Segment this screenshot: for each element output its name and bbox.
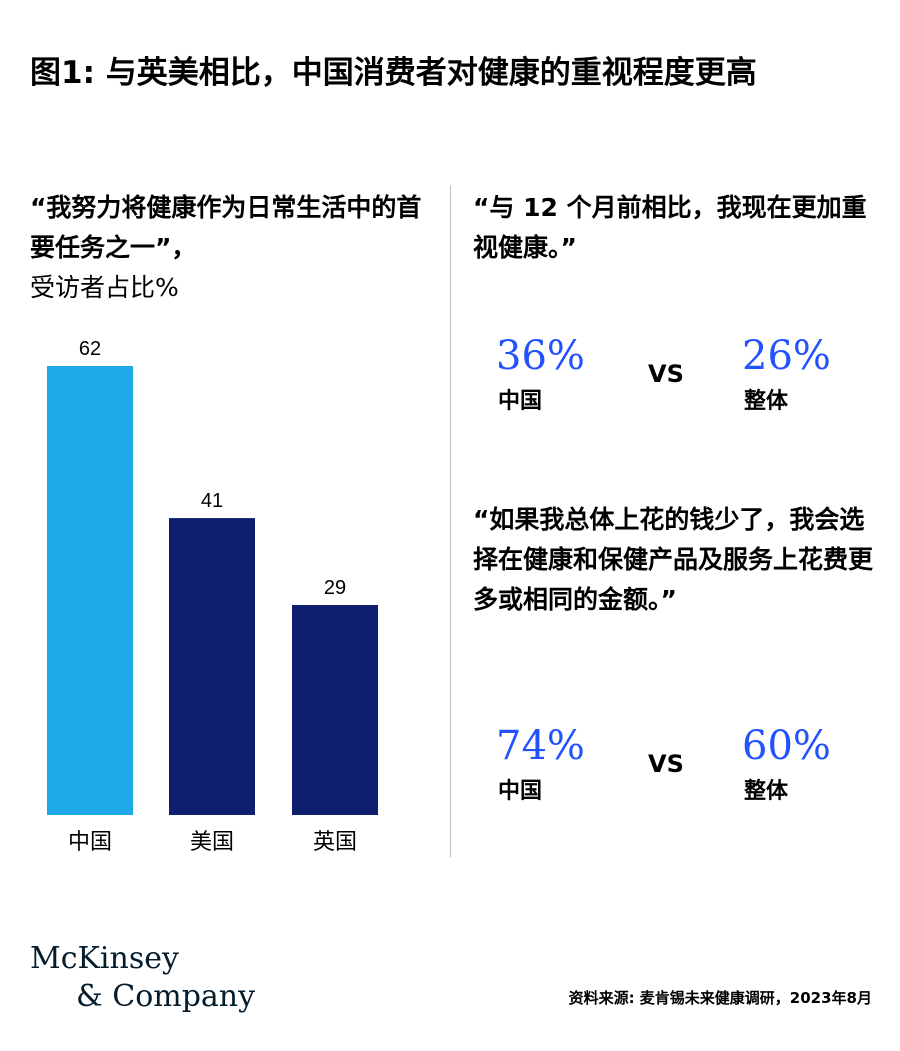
stat2-china-value: 74% (496, 723, 585, 769)
quote-compare-12-months: “与 12 个月前相比，我现在更加重视健康。” (473, 193, 867, 262)
logo-line-2: & Company (76, 979, 256, 1014)
quote-spending: “如果我总体上花的钱少了，我会选择在健康和保健产品及服务上花费更多或相同的金额。… (473, 505, 874, 614)
category-label-1: 美国 (190, 830, 234, 855)
stat1-china-label: 中国 (498, 389, 543, 414)
logo-line-1: McKinsey (30, 941, 179, 976)
page-title: 图1: 与英美相比，中国消费者对健康的重视程度更高 (30, 55, 757, 91)
data-label-1: 41 (201, 490, 223, 512)
bar-0 (47, 366, 133, 815)
category-label-2: 英国 (313, 830, 357, 855)
stat1-overall-value: 26% (742, 333, 831, 379)
category-label-0: 中国 (68, 830, 112, 855)
stat2-overall-value: 60% (742, 723, 831, 769)
data-label-2: 29 (324, 577, 346, 599)
stat2-china-label: 中国 (498, 779, 543, 804)
source-note: 资料来源: 麦肯锡未来健康调研，2023年8月 (568, 989, 872, 1007)
bar-chart: 62 中国 41 美国 29 英国 (47, 338, 378, 855)
panel-divider (450, 185, 451, 857)
chart-heading: “我努力将健康作为日常生活中的首要任务之一”， 受访者占比% (30, 188, 430, 308)
bar-2 (292, 604, 378, 815)
stat1-china-value: 36% (496, 333, 585, 379)
stat1-overall-label: 整体 (744, 389, 789, 414)
stat2-overall-label: 整体 (744, 779, 789, 804)
chart-quote: “我努力将健康作为日常生活中的首要任务之一”， (30, 193, 422, 262)
chart-subtitle: 受访者占比% (30, 273, 179, 302)
mckinsey-logo: McKinsey & Company (30, 940, 255, 1016)
data-label-0: 62 (79, 338, 101, 360)
bar-1 (169, 518, 255, 815)
stat2-vs: VS (648, 750, 684, 778)
stat1-vs: VS (648, 360, 684, 388)
